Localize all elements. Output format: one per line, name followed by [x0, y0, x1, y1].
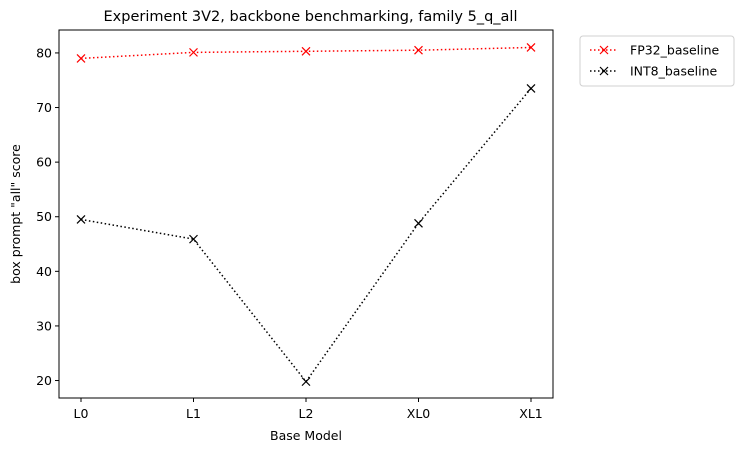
y-tick-label: 50 [36, 209, 52, 224]
data-point [526, 43, 536, 52]
legend-label: INT8_baseline [630, 64, 718, 79]
series-layer [76, 43, 536, 387]
legend-marker [599, 45, 609, 55]
legend-frame [579, 35, 735, 87]
legend-item: FP32_baseline [590, 43, 720, 58]
y-tick-label: 70 [36, 100, 52, 115]
data-point [76, 215, 86, 224]
legend-item: INT8_baseline [590, 64, 718, 79]
series-line [80, 46, 532, 60]
data-point [414, 45, 423, 55]
series-INT8_baseline [76, 83, 536, 387]
data-point [414, 218, 423, 228]
x-tick-label: XL1 [519, 406, 542, 421]
x-tick-label: L2 [299, 406, 314, 421]
data-point [189, 234, 198, 244]
x-tick-label: L1 [186, 406, 201, 421]
legend-label: FP32_baseline [630, 43, 720, 58]
data-point [301, 46, 311, 56]
x-tick-label: XL0 [407, 406, 431, 421]
x-axis: L0 L1 L2 XL0 XL1 [74, 398, 543, 421]
y-axis-label: box prompt "all" score [8, 144, 23, 284]
plot-frame [58, 29, 554, 399]
x-axis-label: Base Model [270, 428, 342, 443]
data-point [526, 83, 536, 93]
data-point [76, 53, 86, 63]
x-tick-label: L0 [74, 406, 89, 421]
y-tick-label: 40 [36, 264, 52, 279]
y-tick-label: 60 [36, 155, 52, 170]
legend: FP32_baseline INT8_baseline [579, 35, 735, 87]
series-line [80, 87, 532, 383]
y-axis: 20 30 40 50 60 70 80 [36, 45, 59, 388]
y-tick-label: 30 [36, 318, 52, 333]
data-point [301, 377, 311, 387]
series-FP32_baseline [76, 43, 536, 63]
data-point [189, 47, 198, 57]
chart-title: Experiment 3V2, backbone benchmarking, f… [104, 9, 518, 25]
y-tick-label: 80 [36, 45, 52, 60]
legend-marker [599, 66, 609, 76]
y-tick-label: 20 [36, 373, 52, 388]
